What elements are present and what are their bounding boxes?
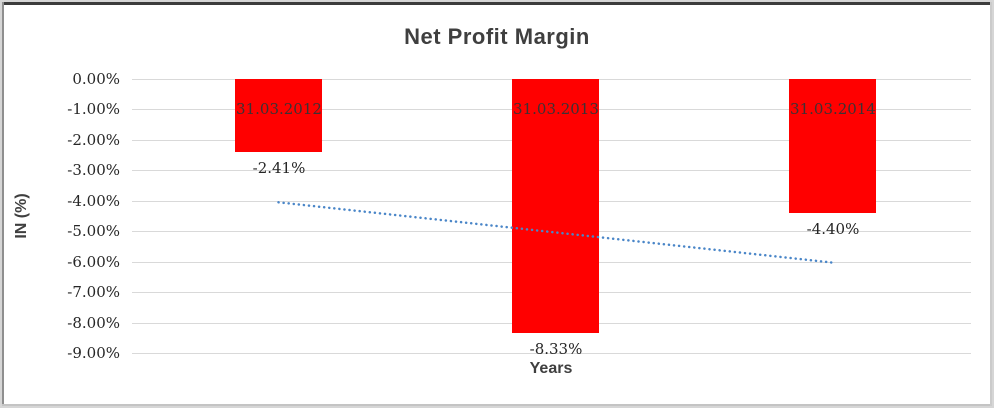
bar-category-label: 31.03.2014 — [790, 100, 876, 118]
bar-value-label: -4.40% — [806, 220, 860, 238]
bar-value-label: -2.41% — [252, 159, 306, 177]
chart-border-bottom — [2, 404, 992, 406]
y-axis-tick-label: -9.00% — [67, 344, 120, 362]
chart-border-left — [2, 2, 4, 406]
y-axis-tick-label: -5.00% — [67, 222, 120, 240]
bar-category-label: 31.03.2012 — [236, 100, 322, 118]
y-axis-tick-label: -2.00% — [67, 131, 120, 149]
chart-border-top — [2, 2, 992, 5]
y-axis-tick-label: -7.00% — [67, 283, 120, 301]
bar-31.03.2014[interactable] — [789, 79, 876, 213]
y-axis-tick-label: -4.00% — [67, 192, 120, 210]
y-axis-tick-label: -8.00% — [67, 314, 120, 332]
y-axis-tick-label: -1.00% — [67, 100, 120, 118]
bar-category-label: 31.03.2013 — [513, 100, 599, 118]
gridline — [132, 353, 971, 354]
chart-title: Net Profit Margin — [404, 24, 590, 49]
x-axis-title: Years — [529, 360, 573, 377]
chart-border-right — [990, 2, 992, 406]
bar-31.03.2012[interactable] — [235, 79, 322, 152]
y-axis-tick-label: -6.00% — [67, 253, 120, 271]
y-axis-tick-label: -3.00% — [67, 161, 120, 179]
bar-31.03.2013[interactable] — [512, 79, 599, 333]
bar-value-label: -8.33% — [529, 340, 583, 358]
y-axis-tick-label: 0.00% — [72, 70, 120, 88]
